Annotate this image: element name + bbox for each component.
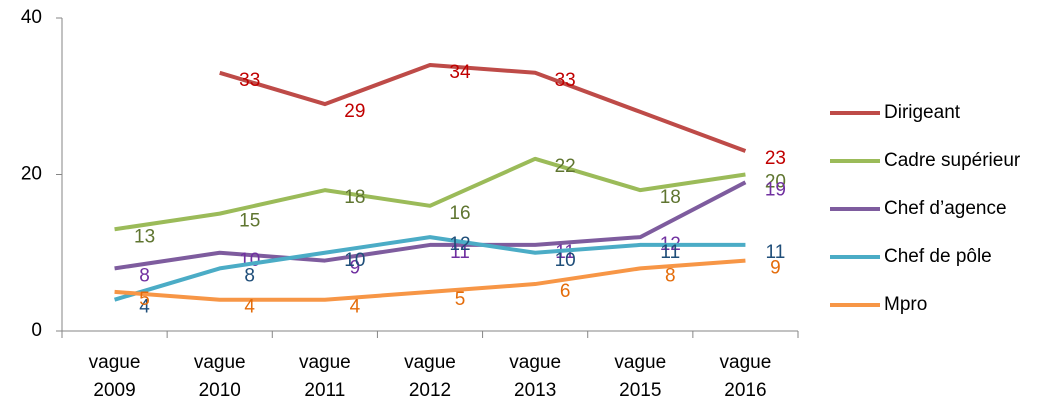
- data-label: 4: [244, 297, 255, 318]
- data-label: 34: [449, 62, 471, 83]
- data-label: 20: [765, 172, 786, 193]
- x-tick-label: vague 2012: [404, 352, 456, 401]
- data-label: 8: [244, 265, 255, 286]
- legend-label: Mpro: [884, 294, 927, 315]
- legend-label: Dirigeant: [884, 102, 961, 123]
- series-line: [219, 62, 747, 153]
- y-tick-label: 40: [21, 7, 42, 28]
- x-tick-label: vague 2015: [614, 352, 667, 401]
- x-tick-label: vague 2009: [88, 352, 141, 401]
- data-label: 33: [555, 70, 576, 91]
- y-tick-label: 20: [21, 164, 42, 185]
- data-label: 19: [765, 179, 786, 200]
- x-tick-label: vague 2010: [193, 352, 246, 401]
- data-label: 18: [344, 187, 365, 208]
- legend-label: Cadre supérieur: [884, 150, 1021, 171]
- data-label: 23: [765, 148, 786, 169]
- x-tick-label: vague 2013: [509, 352, 562, 401]
- data-label: 29: [344, 101, 365, 122]
- data-label: 4: [139, 297, 150, 318]
- data-label: 18: [660, 187, 681, 208]
- data-label: 22: [555, 156, 576, 177]
- series-line: [114, 156, 746, 232]
- data-label: 9: [350, 258, 361, 279]
- x-tick-label: vague 2016: [719, 352, 772, 401]
- data-label: 5: [139, 289, 150, 310]
- data-label: 8: [665, 265, 676, 286]
- data-label: 11: [660, 242, 680, 263]
- series-line: [114, 235, 746, 302]
- series-line: [114, 258, 746, 302]
- data-label: 10: [344, 250, 365, 271]
- data-label: 11: [450, 242, 470, 263]
- data-label: 4: [350, 297, 361, 318]
- data-label: 16: [449, 203, 470, 224]
- data-label: 12: [449, 234, 470, 255]
- data-label: 15: [239, 211, 260, 232]
- data-label: 8: [139, 265, 150, 286]
- y-tick-label: 0: [31, 320, 42, 341]
- legend-label: Chef d’agence: [884, 198, 1007, 219]
- x-tick-label: vague 2011: [298, 352, 351, 401]
- data-label: 33: [239, 70, 260, 91]
- series-line: [114, 180, 747, 271]
- data-label: 11: [766, 242, 786, 263]
- data-label: 5: [455, 289, 466, 310]
- data-label: 9: [770, 258, 781, 279]
- legend-label: Chef de pôle: [884, 246, 992, 267]
- data-label: 6: [560, 281, 571, 302]
- data-label: 10: [555, 250, 576, 271]
- data-label: 13: [134, 226, 155, 247]
